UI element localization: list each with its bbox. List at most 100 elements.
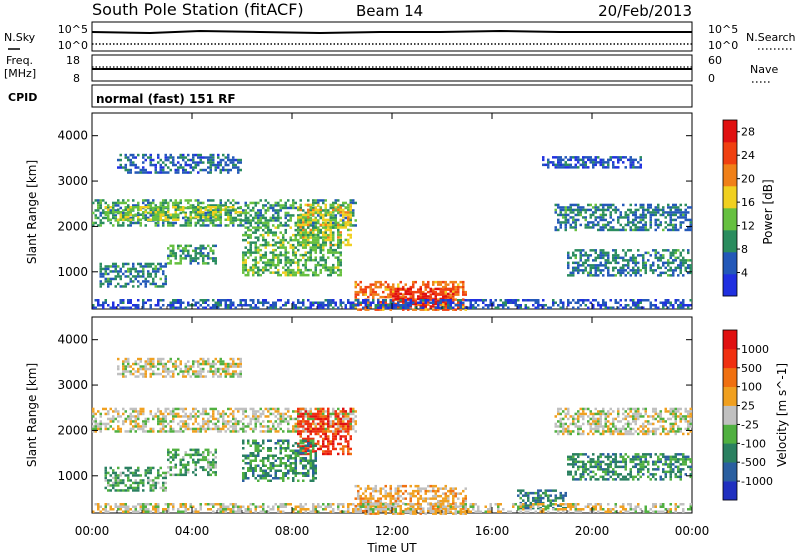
- echo-region: [92, 407, 357, 433]
- echo-region: [567, 453, 692, 481]
- echo-region: [242, 226, 342, 277]
- colorbar-tick-label: -1000: [741, 475, 773, 488]
- colorbar-tick-label: 25: [741, 400, 755, 413]
- nsky-trace: [91, 29, 692, 35]
- y-tick-label: 1000: [57, 469, 88, 483]
- colorbar-swatch: [723, 164, 737, 187]
- freq-panel: Freq. [MHz] 18 8 Nave 60 0: [4, 54, 778, 85]
- echo-region: [117, 357, 242, 378]
- nsearch-tick-top: 10^5: [708, 23, 738, 36]
- colorbar-frame: [722, 119, 738, 297]
- colorbar-swatch: [723, 274, 737, 297]
- colorbar-swatch: [723, 208, 737, 231]
- colorbar-tick-label: 24: [741, 149, 755, 162]
- colorbar-swatch: [723, 424, 737, 444]
- nsky-label: N.Sky: [4, 31, 36, 44]
- y-tick-label: 4000: [57, 129, 88, 143]
- power-axes: 1000 2000 3000 4000: [57, 113, 693, 309]
- colorbar-tick-label: 12: [741, 220, 755, 233]
- y-tick-label: 2000: [57, 423, 88, 437]
- colorbar-swatch: [723, 443, 737, 463]
- echo-region: [554, 407, 692, 436]
- echo-region: [542, 156, 642, 169]
- velocity-colorbar-label: Velocity [m s^-1]: [775, 363, 789, 467]
- echo-region: [104, 206, 242, 221]
- nave-label: Nave: [750, 63, 778, 76]
- echo-region: [354, 280, 467, 311]
- cpid-value: normal (fast) 151 RF: [96, 92, 236, 106]
- y-tick-label: 1000: [57, 265, 88, 279]
- power-ylabel: Slant Range [km]: [25, 160, 39, 264]
- nsky-tick-top: 10^5: [58, 23, 88, 36]
- echo-region: [567, 249, 692, 277]
- colorbar-swatch: [723, 462, 737, 482]
- x-tick-label: 20:00: [575, 524, 610, 538]
- colorbar-tick-label: 8: [741, 243, 748, 256]
- velocity-colorbar: 1000 500 100 25 -25 -100 -500 -1000: [722, 329, 773, 501]
- colorbar-swatch: [723, 186, 737, 209]
- colorbar-swatch: [723, 367, 737, 387]
- nave-tick-top: 60: [708, 54, 722, 67]
- nsearch-tick-bottom: 10^0: [708, 39, 738, 52]
- y-tick-label: 3000: [57, 174, 88, 188]
- velocity-ylabel: Slant Range [km]: [25, 363, 39, 467]
- power-colorbar: 4 8 12 16 20 24 28: [722, 119, 755, 297]
- echo-region: [167, 244, 217, 265]
- colorbar-swatch: [723, 405, 737, 425]
- colorbar-swatch: [723, 386, 737, 406]
- nave-tick-bottom: 0: [708, 72, 715, 85]
- velocity-axes: 00:00 04:00 08:00 12:00 16:00 20:00 00:00 1000 2…: [57, 317, 709, 538]
- x-tick-label: 16:00: [475, 524, 510, 538]
- colorbar-tick-label: -25: [741, 418, 759, 431]
- nsky-tick-bottom: 10^0: [58, 39, 88, 52]
- power-colorbar-label: Power [dB]: [761, 179, 775, 244]
- echo-region: [242, 439, 317, 482]
- echo-region: [92, 503, 692, 513]
- x-tick-label: 00:00: [75, 524, 110, 538]
- colorbar-swatch: [723, 348, 737, 369]
- cpid-panel: CPID normal (fast) 151 RF: [8, 84, 693, 108]
- echo-region: [92, 299, 692, 309]
- figure-title: South Pole Station (fitACF): [92, 0, 304, 19]
- freq-tick-top: 18: [66, 54, 80, 67]
- echo-region: [99, 262, 167, 288]
- colorbar-tick-label: 20: [741, 173, 755, 186]
- colorbar-tick-label: 28: [741, 126, 755, 139]
- colorbar-swatch: [723, 120, 737, 143]
- colorbar-swatch: [723, 252, 737, 275]
- echo-region: [297, 203, 352, 247]
- nsky-panel: N.Sky 10^5 10^0 N.Search 10^5 10^0: [4, 21, 796, 52]
- colorbar-tick-label: -100: [741, 437, 766, 450]
- colorbar-tick-label: 16: [741, 196, 755, 209]
- freq-label-unit: [MHz]: [4, 67, 36, 80]
- y-tick-label: 3000: [57, 378, 88, 392]
- echo-region: [104, 466, 167, 492]
- x-tick-label: 00:00: [675, 524, 710, 538]
- colorbar-tick-label: 500: [741, 362, 762, 375]
- echo-region: [554, 203, 692, 232]
- x-tick-label: 08:00: [275, 524, 310, 538]
- velocity-echo-data: [92, 357, 692, 515]
- date-label: 20/Feb/2013: [598, 2, 692, 20]
- cpid-label: CPID: [8, 91, 37, 104]
- x-tick-label: 04:00: [175, 524, 210, 538]
- x-tick-label: 12:00: [375, 524, 410, 538]
- colorbar-tick-label: 4: [741, 267, 748, 280]
- power-panel: 1000 2000 3000 4000 Slant Range [km] 4 8 12 16…: [25, 112, 775, 311]
- colorbar-tick-label: 100: [741, 381, 762, 394]
- beam-label: Beam 14: [356, 2, 423, 20]
- echo-region: [117, 153, 242, 174]
- power-echo-data: [92, 153, 692, 311]
- colorbar-frame: [722, 329, 738, 501]
- nsearch-label: N.Search: [746, 31, 796, 44]
- y-tick-label: 4000: [57, 333, 88, 347]
- colorbar-swatch: [723, 330, 737, 350]
- colorbar-tick-label: 1000: [741, 343, 769, 356]
- freq-label-top: Freq.: [6, 54, 33, 67]
- colorbar-swatch: [723, 481, 737, 501]
- time-axis-label: Time UT: [366, 541, 417, 554]
- echo-region: [167, 448, 217, 477]
- freq-tick-bottom: 8: [73, 72, 80, 85]
- colorbar-tick-label: -500: [741, 456, 766, 469]
